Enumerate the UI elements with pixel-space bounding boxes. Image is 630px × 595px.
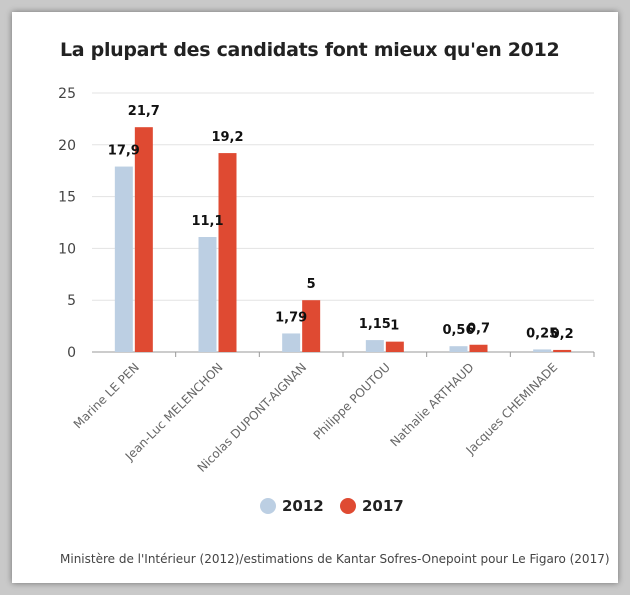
data-label: 11,1 [191,214,223,229]
bar-2012 [449,346,468,352]
x-tick-label: Jacques CHEMINADE [463,360,561,458]
data-label: 0,2 [551,327,574,342]
x-tick-label: Philippe POUTOU [311,360,393,442]
bar-2012 [533,349,552,352]
data-labels: 17,9 21,7 11,1 19,2 1,79 5 1,15 1 0,560,7 0,250,2 [108,104,574,342]
data-label: 0,7 [467,322,490,337]
bar-2012 [114,166,133,352]
y-tick-label: 0 [67,345,76,361]
bar-2012 [365,340,384,352]
chart-title: La plupart des candidats font mieux qu'e… [60,39,560,61]
x-tick-label: Marine LE PEN [71,360,142,431]
source-note: Ministère de l'Intérieur (2012)/estimati… [60,552,610,566]
bar-2017 [302,300,321,352]
data-label: 0,56 [442,323,474,338]
y-tick-label: 5 [67,293,76,309]
data-label: 17,9 [108,144,140,159]
y-tick-label: 15 [58,190,76,206]
data-label: 1,15 [359,317,391,332]
bar-2017 [553,349,572,352]
data-label: 1 [390,319,399,334]
bar-2017 [134,127,153,352]
legend-swatch-2012 [260,498,276,514]
legend-swatch-2017 [340,498,356,514]
y-axis-ticks: 0 5 10 15 20 25 [58,86,76,361]
data-label: 21,7 [128,104,160,119]
legend: 2012 2017 [260,497,404,515]
y-tick-label: 20 [58,138,76,154]
chart-card: La plupart des candidats font mieux qu'e… [12,12,618,583]
legend-label-2017: 2017 [362,497,404,515]
y-tick-label: 10 [58,241,76,257]
data-label: 19,2 [211,130,243,145]
bar-2012 [282,333,301,352]
bars [114,127,572,352]
y-tick-label: 25 [58,86,76,102]
data-label: 5 [307,277,316,292]
x-tick-label: Nathalie ARTHAUD [387,360,476,449]
bar-2017 [218,153,237,352]
bar-2017 [385,341,404,352]
data-label: 1,79 [275,310,307,325]
bar-2017 [469,344,488,352]
data-label: 0,25 [526,326,558,341]
legend-label-2012: 2012 [282,497,324,515]
gridlines [92,92,594,353]
bar-2012 [198,237,217,352]
